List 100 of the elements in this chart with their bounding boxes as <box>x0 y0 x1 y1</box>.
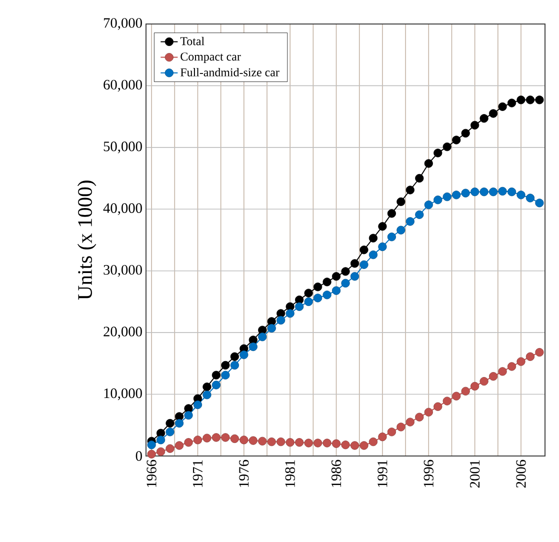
point <box>267 324 276 333</box>
point <box>221 370 230 380</box>
point <box>212 370 221 380</box>
point <box>488 372 498 381</box>
point <box>304 288 313 298</box>
point <box>322 290 332 300</box>
legend-label: Full-andmid-size car <box>180 68 280 76</box>
point <box>230 434 239 444</box>
x-tick-label: 1996 <box>424 460 434 487</box>
point <box>470 120 480 130</box>
point <box>535 348 544 357</box>
point <box>498 102 507 111</box>
point <box>314 282 322 292</box>
y-tick-label: 10,000 <box>104 388 142 400</box>
point <box>480 377 488 386</box>
point <box>147 440 156 450</box>
point <box>193 436 202 444</box>
point <box>535 198 544 208</box>
point <box>360 260 368 269</box>
point <box>314 294 322 302</box>
point <box>498 367 507 376</box>
point <box>322 438 332 448</box>
y-tick-label: 0 <box>136 451 142 461</box>
point <box>258 436 267 446</box>
point <box>230 352 239 361</box>
point <box>507 188 516 196</box>
point <box>368 437 378 446</box>
point <box>341 267 350 276</box>
point <box>452 392 461 400</box>
point <box>378 432 387 442</box>
point <box>434 196 442 204</box>
point <box>276 309 286 318</box>
point <box>212 433 221 442</box>
point <box>424 408 433 416</box>
x-tick-label: 1986 <box>331 460 342 487</box>
point <box>184 438 193 447</box>
point <box>166 418 174 428</box>
point <box>526 96 535 104</box>
point <box>314 438 322 448</box>
point <box>295 438 304 447</box>
y-axis-title: Units (x 1000) <box>77 180 96 300</box>
point <box>212 380 221 390</box>
legend-label: Total <box>180 36 204 46</box>
point <box>202 390 212 400</box>
point <box>387 232 396 242</box>
point <box>286 309 294 318</box>
point <box>526 194 535 202</box>
point <box>332 439 341 448</box>
point <box>452 136 461 144</box>
point <box>322 278 332 286</box>
point <box>248 342 258 352</box>
point <box>258 332 267 342</box>
point <box>156 447 166 456</box>
point <box>166 428 174 436</box>
x-tick-label: 2006 <box>516 460 526 488</box>
y-tick-label: 40,000 <box>103 203 142 215</box>
point <box>174 441 184 450</box>
point <box>526 352 535 361</box>
point <box>184 410 193 420</box>
x-tick-label: 2001 <box>470 460 480 488</box>
x-tick-label: 1971 <box>192 460 203 487</box>
point <box>488 109 498 118</box>
point <box>480 114 488 123</box>
point <box>415 174 424 183</box>
point <box>202 434 212 442</box>
point <box>461 386 470 396</box>
point <box>387 428 396 436</box>
y-tick-label: 70,000 <box>104 18 142 30</box>
point <box>267 437 276 446</box>
point <box>516 190 526 200</box>
point <box>276 437 286 446</box>
point <box>295 302 304 311</box>
point <box>442 396 452 406</box>
point <box>434 402 442 411</box>
point <box>221 360 230 370</box>
point <box>368 250 378 260</box>
point <box>415 210 424 219</box>
point <box>174 412 184 421</box>
point <box>424 200 433 210</box>
point <box>174 418 184 428</box>
point <box>360 441 368 450</box>
point <box>248 336 258 344</box>
point <box>470 188 480 196</box>
point <box>332 272 341 281</box>
point <box>193 400 202 410</box>
point <box>498 186 507 196</box>
point <box>415 412 424 422</box>
x-tick-label: 1981 <box>285 460 295 487</box>
point <box>470 382 480 391</box>
point <box>221 433 230 442</box>
point <box>248 436 258 445</box>
point <box>378 242 387 252</box>
point <box>442 142 452 152</box>
point <box>304 297 313 306</box>
point <box>424 159 433 168</box>
point <box>516 357 526 366</box>
point <box>304 438 313 448</box>
point <box>406 186 414 194</box>
point <box>461 188 470 198</box>
point <box>147 450 156 458</box>
